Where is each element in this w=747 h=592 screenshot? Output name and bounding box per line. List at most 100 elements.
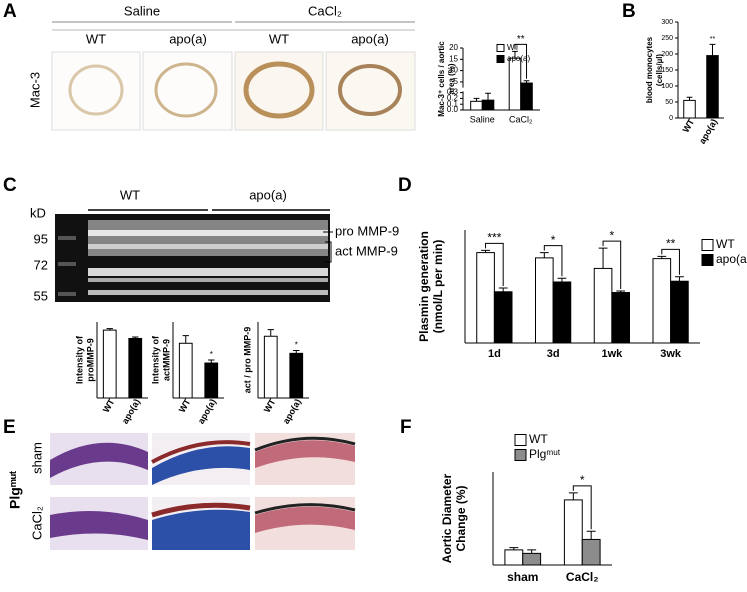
error-bar [512,50,518,59]
panel-letter: C [3,175,17,196]
error-bar [616,290,626,293]
bar [481,99,495,111]
y-tick-label: 10 [449,66,458,75]
error-bar [557,277,567,282]
y-axis-label: Intensity of [150,335,160,384]
genotype-label: apo(a) [351,31,389,46]
x-tick-label: apo(a) [120,397,142,425]
band-bracket [325,241,332,263]
y-tick-label: 0.1 [447,99,459,108]
error-bar [293,350,300,354]
y-axis-label: Intensity of [74,335,84,384]
y-axis-label: proMMP-9 [85,338,95,382]
y-tick-label: 150 [661,67,673,74]
significance-bracket [514,43,528,79]
bar [706,55,719,119]
y-axis-label: area (%) [447,63,456,94]
bar [522,552,542,566]
size-label: 72 [34,257,48,272]
x-tick-label: WT [177,397,193,415]
legend-label: apo(a) [716,252,747,266]
error-bar [598,247,608,269]
bar [581,538,601,566]
gel-image [55,214,330,302]
bar [178,342,193,399]
legend-label: WT [507,43,520,52]
group-label: WT [120,187,140,202]
y-axis-label: actMMP-9 [161,339,171,381]
error-bar [267,329,274,337]
row-label: sham [29,442,44,474]
error-bar [709,43,716,56]
bar [611,292,630,344]
x-tick-label: 1d [488,348,501,360]
stain-label: Mac-3 [27,72,42,108]
x-tick-label: apo(a) [697,117,719,145]
panel-letter: D [398,175,412,196]
x-tick-label: WT [681,117,697,135]
error-bar [481,249,490,253]
error-bar [509,547,519,550]
size-unit: kD [30,205,46,220]
x-tick-label: WT [262,397,278,415]
genotype-label: WT [86,31,106,46]
x-tick-label: 3d [547,348,560,360]
y-tick-label: 100 [661,83,673,90]
error-bar [208,359,215,364]
x-tick-label: apo(a) [196,397,218,425]
error-bar [657,255,667,259]
group-label: CaCl₂ [308,3,342,18]
y-tick-label: 0 [669,115,673,122]
bar [535,257,554,344]
bar [520,82,533,111]
x-tick-label: WT [101,397,117,415]
error-bar [675,276,684,282]
y-axis-label: Plasmin generation [417,231,431,342]
legend-swatch [514,449,527,461]
bar [504,549,524,566]
significance-label: * [551,233,556,247]
genotype-label: Plgᵐᵘᵗ [7,471,23,509]
y-axis-label: Mac-3⁺ cells / aortic [437,41,446,117]
significance-label: * [580,473,585,487]
x-tick-label: CaCl₂ [566,570,599,584]
significance-label: * [210,350,213,359]
significance-bracket [543,245,563,277]
band-label: act MMP-9 [335,243,398,258]
band-label: pro MMP-9 [335,223,399,238]
error-bar [473,97,480,102]
significance-label: *** [487,231,501,245]
error-bar [106,328,113,331]
size-label: 55 [34,288,48,303]
significance-label: ** [710,36,716,43]
error-bar [527,549,537,554]
y-tick-label: 0.3 [447,88,459,97]
x-tick-label: Saline [470,114,495,124]
y-tick-label: 50 [665,99,673,106]
significance-label: * [610,228,615,242]
x-tick-label: sham [507,570,538,584]
panel-letter: A [3,1,17,22]
legend-swatch [701,254,714,266]
y-axis-label: blood monocytes [645,36,654,103]
y-tick-label: 0.2 [447,94,459,103]
y-tick-label: 250 [661,35,673,42]
y-axis-label: act / pro MMP-9 [242,327,252,394]
legend-label: WT [716,237,735,251]
legend-label: apo(a) [507,54,530,63]
significance-bracket [485,242,504,287]
size-label: 95 [34,231,48,246]
y-tick-label: 300 [661,19,673,26]
legend-label: Plgᵐᵘᵗ [529,447,561,461]
error-bar [498,287,508,292]
significance-label: ** [666,237,676,251]
panel-letter: F [400,417,412,438]
significance-label: ** [517,34,525,45]
y-axis-label: (nmol/L per min) [431,240,445,334]
group-label: apo(a) [249,187,287,202]
bar [128,337,143,399]
row-label: CaCl₂ [29,506,44,540]
bar [102,329,117,399]
histology-images [50,433,356,550]
bar [652,258,672,344]
